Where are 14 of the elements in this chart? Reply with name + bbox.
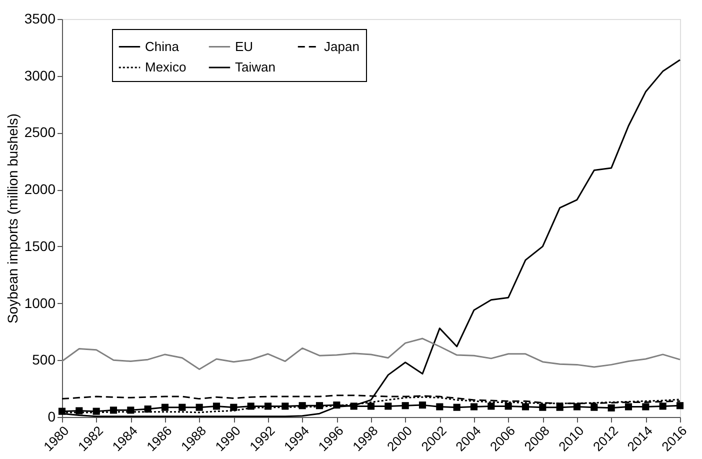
y-tick-label: 3500	[24, 10, 56, 26]
y-tick-label: 500	[32, 352, 56, 368]
legend-label: Mexico	[145, 60, 186, 74]
legend-label: EU	[235, 38, 254, 54]
y-tick-label: 1500	[24, 238, 56, 254]
y-tick-label: 3000	[24, 67, 56, 84]
y-tick-label: 2000	[24, 181, 56, 198]
legend-label: Taiwan	[235, 60, 276, 74]
legend-label: China	[145, 38, 180, 54]
legend-label: Japan	[324, 38, 360, 54]
y-tick-label: 2500	[24, 124, 56, 140]
y-axis-title: Soybean imports (million bushels)	[4, 113, 20, 324]
y-tick-label: 1000	[24, 294, 56, 311]
y-tick-label: 0	[48, 408, 56, 424]
